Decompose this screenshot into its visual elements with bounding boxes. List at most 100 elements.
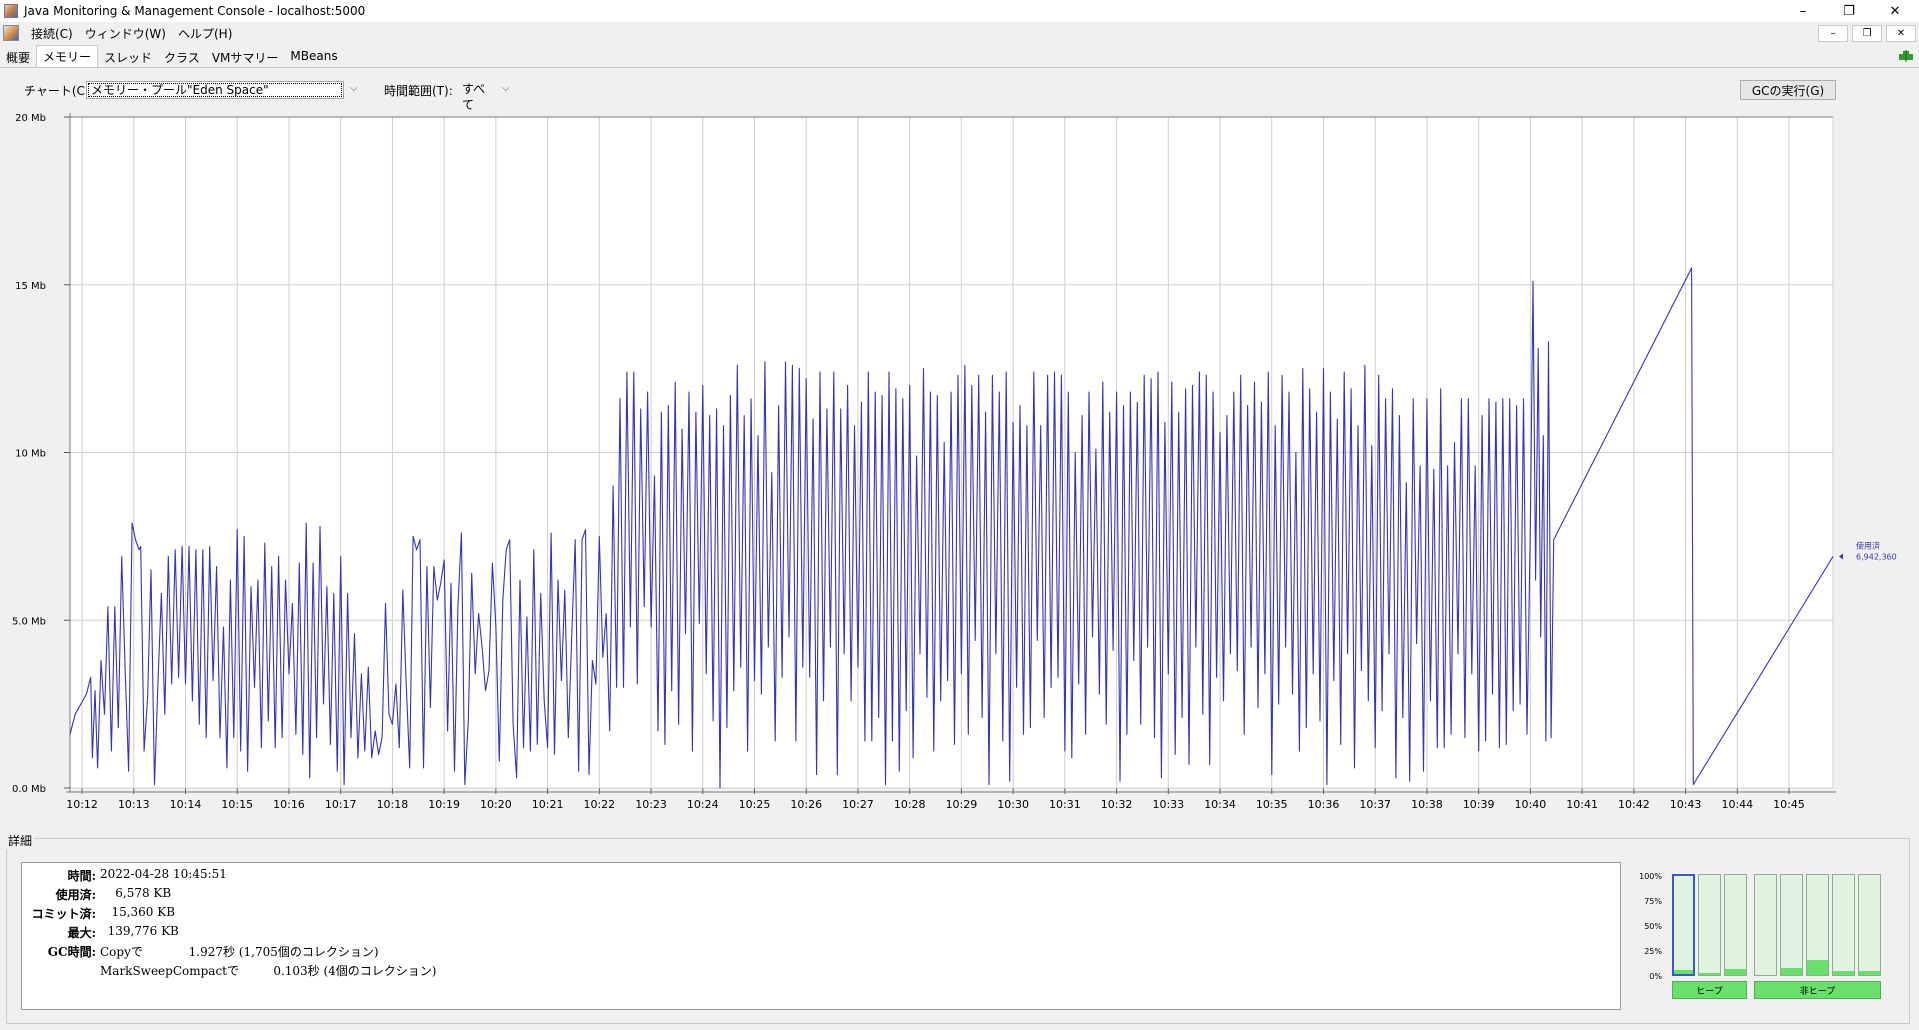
tab-threads[interactable]: スレッド: [104, 51, 153, 65]
series-line: [69, 267, 1834, 789]
time-range-label: 時間範囲(T):: [384, 84, 453, 98]
mdi-close-button[interactable]: ✕: [1886, 25, 1916, 42]
x-tick-label: 10:13: [118, 798, 150, 811]
nonheap-bar-1[interactable]: [1754, 874, 1777, 976]
x-tick-label: 10:25: [739, 798, 771, 811]
x-tick-label: 10:12: [66, 798, 98, 811]
x-tick-label: 10:39: [1463, 798, 1495, 811]
menu-help[interactable]: ヘルプ(H): [177, 26, 233, 41]
x-tick-label: 10:26: [790, 798, 822, 811]
detail-row-time: 時間: 2022-04-28 10:45:51: [22, 867, 227, 885]
detail-label: [22, 962, 100, 980]
nonheap-label[interactable]: 非ヒープ: [1754, 981, 1881, 999]
nonheap-bar-3[interactable]: [1806, 874, 1829, 976]
range-chevron-down-icon[interactable]: ⌵: [502, 83, 510, 94]
heap-bar-survivor[interactable]: [1698, 874, 1721, 976]
detail-row-used: 使用済: 6,578 KB: [22, 886, 172, 904]
series-marker: [1839, 553, 1843, 560]
y-tick-label: 5.0 Mb: [12, 616, 46, 627]
mdi-restore-button[interactable]: ❐: [1852, 25, 1882, 42]
x-tick-label: 10:27: [842, 798, 874, 811]
bar-fill: [1781, 968, 1802, 975]
x-tick-label: 10:44: [1721, 798, 1753, 811]
y-tick-label: 20 Mb: [15, 113, 46, 124]
x-tick-label: 10:28: [894, 798, 926, 811]
time-range-select[interactable]: すべて: [462, 82, 486, 112]
x-tick-label: 10:45: [1773, 798, 1805, 811]
bar-fill: [1833, 971, 1854, 975]
x-tick-label: 10:24: [687, 798, 719, 811]
tab-mbeans[interactable]: MBeans: [290, 49, 338, 63]
x-tick-label: 10:32: [1101, 798, 1133, 811]
tab-overview[interactable]: 概要: [6, 51, 31, 65]
x-tick-label: 10:20: [480, 798, 512, 811]
y-tick-label: 0.0 Mb: [12, 784, 46, 795]
x-tick-label: 10:33: [1152, 798, 1184, 811]
detail-row-gc-copy: GC時間: Copyで 1.927秒 (1,705個のコレクション): [22, 943, 379, 961]
window-title: Java Monitoring & Management Console - l…: [24, 4, 366, 18]
minimize-button[interactable]: –: [1799, 3, 1807, 19]
detail-value: 6,578 KB: [100, 886, 172, 900]
x-tick-label: 10:40: [1515, 798, 1547, 811]
x-tick-label: 10:21: [532, 798, 564, 811]
app-icon: [4, 4, 18, 18]
detail-value: 2022-04-28 10:45:51: [100, 867, 227, 881]
detail-label: GC時間:: [47, 945, 96, 959]
memory-pool-bars: 100% 75% 50% 25% 0% ヒープ 非ヒープ: [1630, 860, 1908, 1010]
chart-select[interactable]: メモリー・プール"Eden Space": [86, 81, 344, 99]
chart-chevron-down-icon[interactable]: ⌵: [350, 83, 358, 94]
x-tick-label: 10:14: [170, 798, 202, 811]
x-tick-label: 10:34: [1204, 798, 1236, 811]
tab-vm-summary[interactable]: VMサマリー: [211, 51, 279, 65]
perform-gc-button[interactable]: GCの実行(G): [1740, 80, 1836, 100]
details-title: 詳細: [6, 832, 35, 849]
chart-toolbar: チャート(C): メモリー・プール"Eden Space" ⌵ 時間範囲(T):…: [0, 76, 1919, 112]
x-tick-label: 10:29: [946, 798, 978, 811]
x-tick-label: 10:23: [635, 798, 667, 811]
maximize-button[interactable]: ❐: [1843, 3, 1855, 19]
nonheap-bar-5[interactable]: [1858, 874, 1881, 976]
tab-classes[interactable]: クラス: [164, 51, 200, 65]
detail-row-gc-marksweep: MarkSweepCompactで 0.103秒 (4個のコレクション): [22, 962, 437, 980]
menu-bar: 接続(C) ウィンドウ(W) ヘルプ(H): [0, 22, 1919, 44]
bar-fill: [1807, 960, 1828, 975]
x-tick-label: 10:18: [377, 798, 409, 811]
title-bar: Java Monitoring & Management Console - l…: [0, 0, 1919, 22]
x-tick-label: 10:36: [1308, 798, 1340, 811]
series-name-label: 使用済: [1856, 541, 1880, 551]
mdi-minimize-button[interactable]: –: [1818, 25, 1848, 42]
detail-label: 最大:: [67, 926, 96, 940]
document-icon[interactable]: [3, 25, 19, 41]
bar-fill: [1699, 973, 1720, 975]
heap-label[interactable]: ヒープ: [1672, 981, 1747, 999]
detail-label: コミット済:: [31, 907, 96, 921]
close-button[interactable]: ✕: [1889, 3, 1901, 19]
pct-label: 50%: [1644, 922, 1662, 931]
x-tick-label: 10:42: [1618, 798, 1650, 811]
detail-label: 使用済:: [55, 888, 96, 902]
pct-label: 0%: [1649, 972, 1662, 981]
x-tick-label: 10:16: [273, 798, 305, 811]
details-group: [6, 838, 1910, 1024]
memory-chart-svg: 10:12 10:13 10:14 10:15 10:16 10:17 10:18 10:19…: [12, 113, 1897, 811]
y-tick-label: 15 Mb: [15, 281, 46, 292]
heap-bar-eden[interactable]: [1672, 874, 1695, 976]
bar-fill: [1725, 969, 1746, 975]
nonheap-bar-2[interactable]: [1780, 874, 1803, 976]
tab-memory[interactable]: メモリー: [36, 45, 99, 67]
x-tick-label: 10:30: [997, 798, 1029, 811]
bar-fill: [1859, 971, 1880, 975]
connection-status-icon: [1899, 50, 1913, 62]
nonheap-bar-4[interactable]: [1832, 874, 1855, 976]
detail-row-max: 最大: 139,776 KB: [22, 924, 179, 942]
x-tick-label: 10:41: [1566, 798, 1598, 811]
menu-connection[interactable]: 接続(C): [31, 26, 73, 41]
bar-fill: [1674, 970, 1693, 974]
x-tick-label: 10:19: [428, 798, 460, 811]
x-tick-label: 10:37: [1359, 798, 1391, 811]
x-tick-label: 10:31: [1049, 798, 1081, 811]
x-tick-label: 10:43: [1670, 798, 1702, 811]
menu-window[interactable]: ウィンドウ(W): [84, 26, 166, 41]
heap-bar-tenured[interactable]: [1724, 874, 1747, 976]
tab-bar: 概要 メモリー スレッド クラス VMサマリー MBeans: [0, 45, 1919, 68]
